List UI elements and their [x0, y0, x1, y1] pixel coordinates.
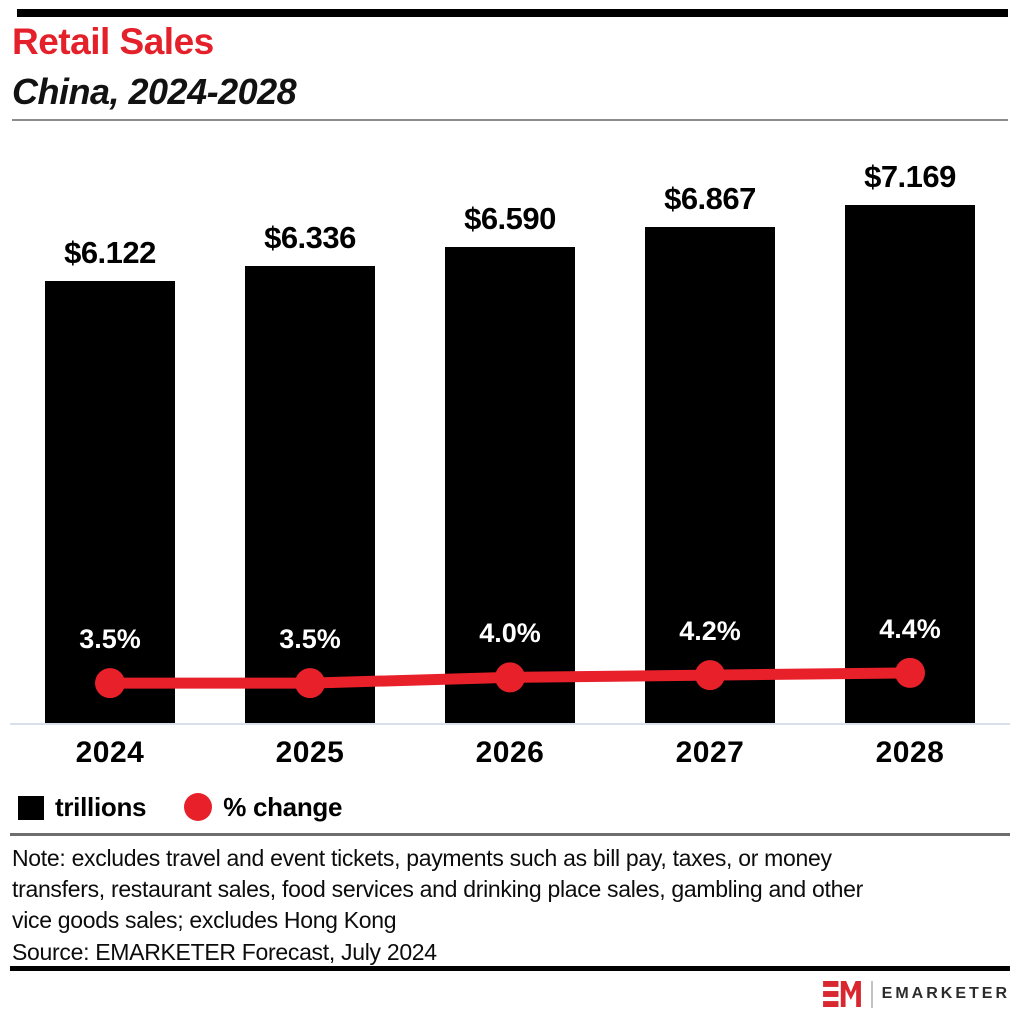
- pct-label: 4.4%: [879, 613, 941, 644]
- note-text-line-3: vice goods sales; excludes Hong Kong: [12, 907, 397, 933]
- top-rule: [17, 9, 1008, 17]
- legend-swatch-trillions: [18, 796, 44, 820]
- bar: [245, 265, 375, 723]
- bar-value-label: $6.590: [464, 201, 556, 237]
- x-tick-label: 2026: [475, 736, 545, 769]
- brand-divider: [870, 980, 873, 1008]
- bar-value-label: $6.867: [664, 181, 756, 217]
- x-tick-label: 2028: [875, 736, 945, 769]
- bar-value-label: $7.169: [864, 159, 956, 195]
- legend: trillions % change: [18, 791, 343, 822]
- bottom-rule: [10, 966, 1010, 971]
- bar-value-label: $6.122: [64, 234, 156, 270]
- note-text-line-2: transfers, restaurant sales, food servic…: [12, 876, 863, 902]
- chart-title: Retail Sales: [12, 21, 214, 62]
- subtitle-rule: [12, 119, 1008, 121]
- legend-swatch-pct-change: [184, 793, 213, 821]
- note-divider-rule: [10, 833, 1010, 836]
- brand-lockup: EMARKETER: [822, 978, 1010, 1010]
- x-axis-baseline: [10, 723, 1010, 725]
- emarketer-logo-icon: [822, 981, 861, 1007]
- bar: [645, 227, 775, 723]
- x-tick-label: 2024: [75, 736, 145, 769]
- chart-subtitle: China, 2024-2028: [12, 71, 297, 112]
- note-text-line-1: Note: excludes travel and event tickets,…: [12, 845, 832, 871]
- bar-value-label: $6.336: [264, 219, 356, 255]
- brand-name: EMARKETER: [881, 985, 1010, 1002]
- x-tick-label: 2025: [275, 736, 345, 769]
- legend-label-trillions: trillions: [55, 791, 147, 822]
- bar: [45, 280, 175, 723]
- bar: [845, 205, 975, 723]
- pct-label: 4.2%: [679, 616, 741, 647]
- x-tick-label: 2027: [675, 736, 745, 769]
- legend-label-pct-change: % change: [223, 791, 343, 822]
- pct-label: 3.5%: [279, 624, 341, 655]
- pct-label: 3.5%: [79, 624, 141, 655]
- pct-label: 4.0%: [479, 618, 541, 649]
- source-text: Source: EMARKETER Forecast, July 2024: [12, 939, 437, 965]
- bar: [445, 247, 575, 723]
